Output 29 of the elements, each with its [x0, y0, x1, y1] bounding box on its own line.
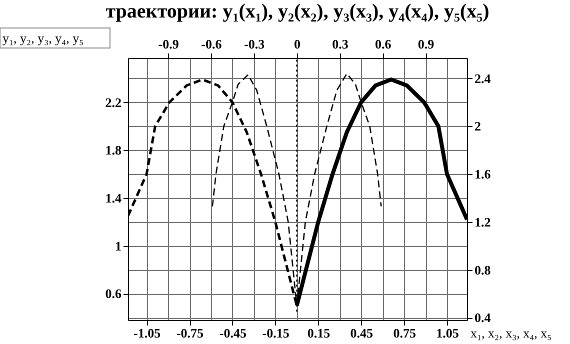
y2-tick-label: 0.4 [474, 310, 492, 326]
x-tick-label: 0.75 [393, 326, 416, 340]
y-tick-label: 1.4 [105, 190, 122, 206]
x-tick-label: -0.15 [262, 326, 290, 340]
x-tick-label: -1.05 [134, 326, 162, 340]
x2-tick-label: 0 [294, 36, 301, 52]
y-tick-label: 1 [115, 238, 122, 254]
y2-tick-label: 2 [474, 118, 481, 134]
x2-tick-label: -0.3 [244, 36, 266, 52]
y2-tick-label: 1.2 [474, 214, 491, 230]
y2-tick-label: 2.4 [474, 70, 492, 86]
y-tick-label: 2.2 [105, 94, 122, 110]
y2-tick-label: 0.8 [474, 262, 492, 278]
x-tick-label: -0.45 [219, 326, 247, 340]
y-tick-label: 0.6 [105, 286, 122, 302]
x2-tick-label: 0.6 [374, 36, 392, 52]
x2-tick-label: -0.6 [201, 36, 222, 52]
x-tick-label: -0.75 [176, 326, 204, 340]
x2-tick-label: 0.9 [418, 36, 435, 52]
x2-tick-label: 0.3 [332, 36, 349, 52]
y-axis-title: y₁, y₂, y₃, y₄, y₅ [2, 30, 84, 46]
x2-tick-label: -0.9 [158, 36, 180, 52]
x-tick-label: 0.15 [307, 326, 331, 340]
y-tick-label: 1.8 [105, 142, 122, 158]
x-tick-label: 0.45 [350, 326, 374, 340]
chart-title: траектории: y₁(x₁), y₂(x₂), y₃(x₃), y₄(x₄), y₅(x₅) [106, 0, 490, 22]
x-axis-title: x₁, x₂, x₃, x₄, x₅ [470, 326, 552, 340]
y2-tick-label: 1.6 [474, 166, 492, 182]
x-tick-label: 1.05 [436, 326, 460, 340]
